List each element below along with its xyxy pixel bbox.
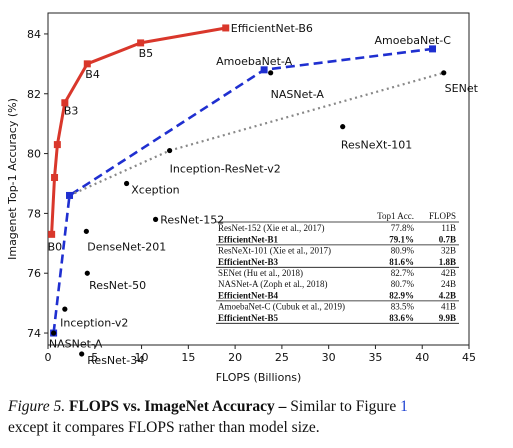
point-label: B0	[48, 240, 63, 253]
caption-line-1: Figure 5. FLOPS vs. ImageNet Accuracy – …	[8, 396, 508, 417]
y-tick-label: 78	[27, 207, 41, 220]
series-marker-efficientnet	[54, 141, 61, 148]
point-label: DenseNet-201	[87, 240, 166, 253]
table-cell-flops: 42B	[441, 268, 456, 278]
point-label: AmoebaNet-A	[216, 55, 292, 68]
table-cell-model: SENet (Hu et al., 2018)	[218, 268, 303, 278]
point-label: B3	[64, 105, 79, 118]
table-cell-acc: 81.6%	[389, 257, 414, 267]
data-point	[124, 181, 129, 186]
table-header-flops: FLOPS	[429, 211, 456, 221]
series-line-senet	[70, 73, 444, 196]
table-cell-flops: 41B	[441, 302, 456, 312]
table-cell-model: AmoebaNet-C (Cubuk et al., 2019)	[218, 302, 345, 312]
data-point	[268, 70, 273, 75]
series-marker-efficientnet	[84, 60, 91, 67]
caption-title: FLOPS vs. ImageNet Accuracy	[69, 398, 275, 415]
table-cell-model: EfficientNet-B1	[218, 234, 278, 244]
point-label: Inception-ResNet-v2	[170, 163, 281, 176]
point-label: Inception-v2	[60, 317, 128, 330]
table-cell-flops: 9.9B	[439, 313, 456, 323]
series-marker-efficientnet	[48, 231, 55, 238]
point-label: SENet	[445, 82, 479, 95]
caption-figure-label: Figure 5.	[8, 398, 65, 415]
table-cell-model: ResNet-152 (Xie et al., 2017)	[218, 223, 324, 233]
x-tick-label: 40	[415, 351, 429, 364]
data-point	[79, 351, 84, 356]
series-marker-amoebanet	[66, 192, 73, 199]
caption-line-2: except it compares FLOPS rather than mod…	[8, 417, 508, 438]
point-label: ResNeXt-101	[341, 139, 412, 152]
point-label: EfficientNet-B6	[231, 22, 313, 35]
table-header-acc: Top1 Acc.	[377, 211, 414, 221]
table-cell-flops: 0.7B	[439, 234, 456, 244]
y-tick-label: 76	[27, 267, 41, 280]
table-cell-flops: 32B	[441, 246, 456, 256]
table-cell-flops: 24B	[441, 279, 456, 289]
table-cell-acc: 83.5%	[391, 302, 415, 312]
data-point	[167, 148, 172, 153]
data-point	[340, 124, 345, 129]
point-label: ResNet-50	[89, 279, 146, 292]
series-marker-efficientnet	[51, 174, 58, 181]
table-cell-acc: 82.9%	[389, 290, 414, 300]
point-label: B5	[139, 47, 154, 60]
point-label: NASNet-A	[271, 88, 325, 101]
table-cell-model: EfficientNet-B5	[218, 313, 278, 323]
table-cell-flops: 1.8B	[439, 257, 456, 267]
x-tick-label: 45	[462, 351, 476, 364]
caption-text: Similar to Figure	[290, 398, 400, 415]
series-marker-efficientnet	[137, 39, 144, 46]
point-label: Xception	[131, 183, 179, 196]
table-cell-acc: 77.8%	[391, 223, 415, 233]
y-tick-label: 84	[27, 28, 41, 41]
x-tick-label: 25	[275, 351, 289, 364]
x-tick-label: 20	[228, 351, 242, 364]
table-cell-acc: 82.7%	[391, 268, 415, 278]
x-tick-label: 0	[45, 351, 52, 364]
table-cell-acc: 79.1%	[389, 234, 414, 244]
data-point	[441, 70, 446, 75]
x-tick-label: 30	[322, 351, 336, 364]
x-tick-label: 35	[368, 351, 382, 364]
y-tick-label: 80	[27, 148, 41, 161]
y-tick-label: 74	[27, 327, 41, 340]
table-cell-acc: 83.6%	[389, 313, 414, 323]
table-cell-model: EfficientNet-B3	[218, 257, 278, 267]
table-cell-acc: 80.7%	[391, 279, 415, 289]
table-cell-model: EfficientNet-B4	[218, 290, 278, 300]
table-cell-acc: 80.9%	[391, 246, 415, 256]
figure-caption: Figure 5. FLOPS vs. ImageNet Accuracy – …	[8, 396, 508, 438]
point-label: B4	[85, 68, 100, 81]
caption-figure-ref[interactable]: 1	[400, 398, 408, 415]
point-label: ResNet-152	[160, 213, 224, 226]
point-label: ResNet-34	[87, 354, 144, 367]
point-label: AmoebaNet-C	[375, 34, 452, 47]
data-point	[51, 330, 56, 335]
caption-dash: –	[275, 398, 291, 415]
x-axis-label: FLOPS (Billions)	[216, 371, 302, 384]
y-tick-label: 82	[27, 88, 41, 101]
point-label: NASNet-A	[49, 338, 103, 351]
data-point	[153, 217, 158, 222]
series-marker-efficientnet	[222, 24, 229, 31]
table-cell-flops: 4.2B	[439, 290, 456, 300]
y-axis-label: Imagenet Top-1 Accuracy (%)	[6, 98, 19, 260]
data-point	[85, 271, 90, 276]
data-point	[62, 307, 67, 312]
table-cell-model: NASNet-A (Zoph et al., 2018)	[218, 279, 327, 289]
table-cell-model: ResNeXt-101 (Xie et al., 2017)	[218, 246, 331, 256]
table-cell-flops: 11B	[441, 223, 456, 233]
data-point	[84, 229, 89, 234]
x-tick-label: 15	[181, 351, 195, 364]
